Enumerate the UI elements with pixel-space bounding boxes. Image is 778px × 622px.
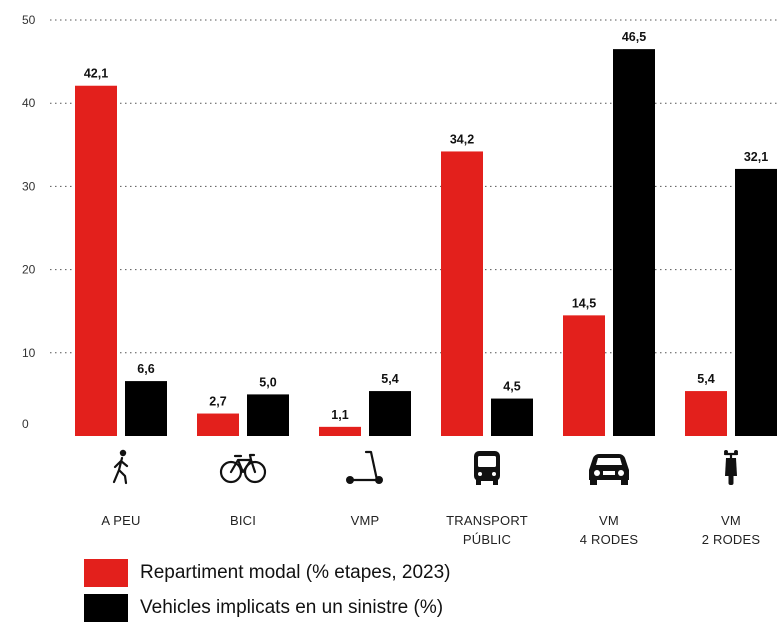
data-label: 6,6 <box>137 362 154 376</box>
legend-label: Vehicles implicats en un sinistre (%) <box>140 597 444 618</box>
bus-icon <box>474 451 500 485</box>
data-label: 46,5 <box>622 30 646 44</box>
y-axis-ticks: 0 10 20 30 40 50 <box>22 13 36 431</box>
bars <box>75 49 777 437</box>
pedestrian-icon <box>112 449 129 485</box>
bar-modal-share <box>319 426 361 436</box>
y-tick-label: 50 <box>22 13 36 27</box>
legend-item-modal-share: Repartiment modal (% etapes, 2023) <box>84 559 451 587</box>
bar-modal-share <box>685 391 727 436</box>
legend-swatch-black <box>84 594 128 622</box>
data-label: 4,5 <box>503 380 520 394</box>
bar-vehicles-involved <box>491 398 533 436</box>
category-icons <box>112 449 739 485</box>
category-label: VMP <box>351 513 380 528</box>
car-icon <box>589 454 629 485</box>
data-label: 5,4 <box>381 372 398 386</box>
data-label: 5,4 <box>697 372 714 386</box>
category-label: BICI <box>230 513 256 528</box>
y-tick-label: 30 <box>22 179 36 193</box>
data-labels: 42,1 6,6 2,7 5,0 1,1 5,4 34,2 4,5 14,5 46,5 5,4 32,… <box>84 30 768 422</box>
y-tick-label: 20 <box>22 263 36 277</box>
category-label: VM <box>721 513 741 528</box>
scooter-icon <box>346 450 383 484</box>
category-label: A PEU <box>101 513 140 528</box>
y-tick-label: 0 <box>22 417 29 431</box>
bar-vehicles-involved <box>125 381 167 436</box>
data-label: 42,1 <box>84 67 108 81</box>
bar-vehicles-involved <box>247 394 289 436</box>
category-label: VM <box>599 513 619 528</box>
motorbike-icon <box>723 450 739 485</box>
y-tick-label: 10 <box>22 346 36 360</box>
bar-modal-share <box>441 151 483 436</box>
data-label: 32,1 <box>744 150 768 164</box>
bar-vehicles-involved <box>613 49 655 437</box>
data-label: 34,2 <box>450 132 474 146</box>
gridlines <box>50 19 778 354</box>
legend-label: Repartiment modal (% etapes, 2023) <box>140 562 451 583</box>
data-label: 2,7 <box>209 395 226 409</box>
bar-chart: 0 10 20 30 40 50 42,1 6,6 2,7 5,0 1,1 5,4 34,2 4,5 14… <box>22 13 778 547</box>
category-label: 4 RODES <box>580 532 639 547</box>
bicycle-icon <box>219 453 267 484</box>
data-label: 14,5 <box>572 296 596 310</box>
bar-modal-share <box>197 413 239 436</box>
category-label: PÚBLIC <box>463 532 511 547</box>
bar-vehicles-involved <box>735 168 777 437</box>
legend-item-vehicles-involved: Vehicles implicats en un sinistre (%) <box>84 594 443 622</box>
bar-vehicles-involved <box>369 391 411 436</box>
bar-modal-share <box>75 85 117 436</box>
category-labels: A PEU BICI VMP TRANSPORT PÚBLIC VM 4 RODES VM 2 … <box>101 513 760 547</box>
data-label: 5,0 <box>259 375 276 389</box>
y-tick-label: 40 <box>22 96 36 110</box>
data-label: 1,1 <box>331 408 348 422</box>
category-label: TRANSPORT <box>446 513 528 528</box>
legend-swatch-red <box>84 559 128 587</box>
category-label: 2 RODES <box>702 532 761 547</box>
bar-modal-share <box>563 315 605 436</box>
